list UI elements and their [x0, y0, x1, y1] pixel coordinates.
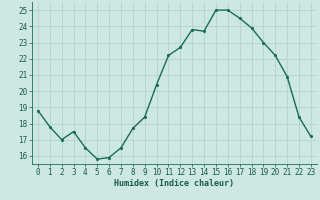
X-axis label: Humidex (Indice chaleur): Humidex (Indice chaleur): [115, 179, 234, 188]
